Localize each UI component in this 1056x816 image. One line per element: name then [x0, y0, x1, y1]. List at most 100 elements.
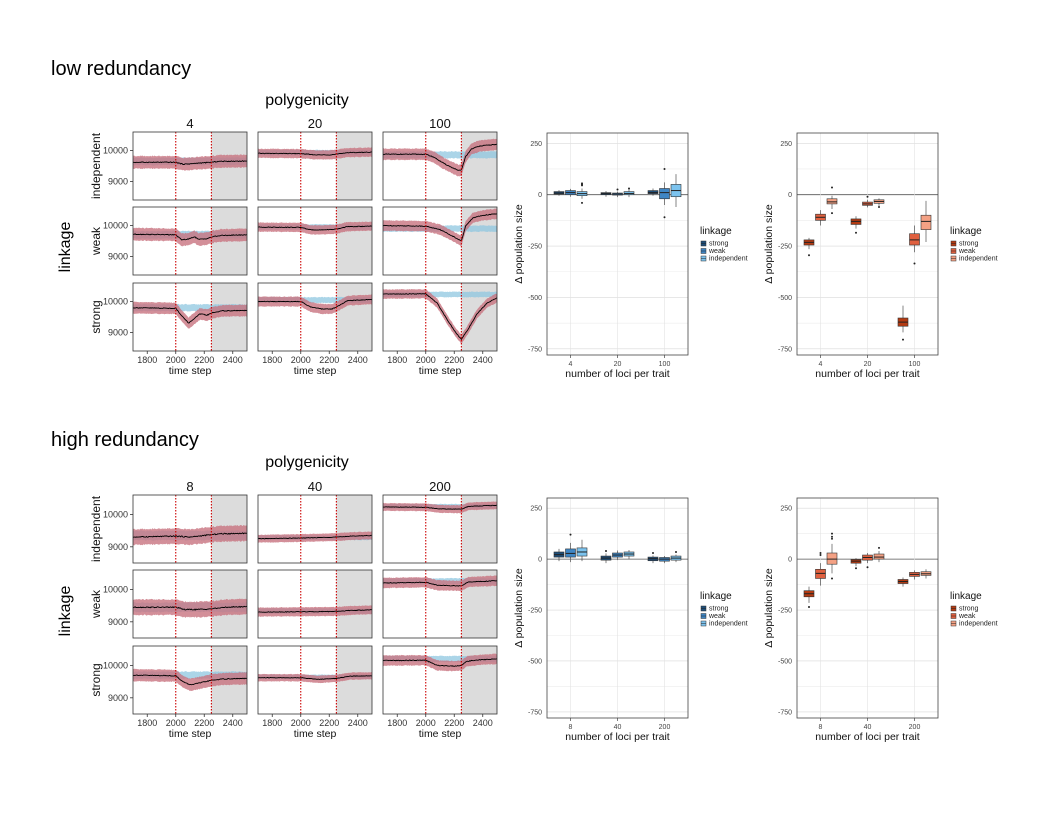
box-body — [815, 568, 826, 579]
box-100-weak — [659, 167, 670, 219]
facet-column-label: 100 — [429, 116, 451, 131]
box-20-strong — [600, 190, 612, 197]
outlier-point — [831, 535, 833, 538]
facet-panel: 1800 2000 2200 2400 time step — [257, 645, 373, 740]
outlier-point — [605, 549, 607, 552]
panel-frame — [257, 569, 373, 639]
facet-panel — [257, 569, 373, 639]
facet-column-label: 20 — [308, 116, 322, 131]
panel-frame — [132, 494, 248, 564]
facet-row-label: strong — [89, 663, 103, 696]
facet-grid-high: 8 40 200independentweakstrong9000100009000… — [89, 479, 498, 740]
y-tick-label: -250 — [778, 608, 792, 615]
panel-content — [133, 495, 247, 563]
box-200-strong — [897, 577, 909, 587]
ribbon-red — [133, 668, 247, 692]
panel-frame — [132, 645, 248, 715]
legend-item-label: weak — [708, 248, 726, 255]
panel-frame — [257, 131, 373, 201]
x-tick-label: 2200 — [319, 355, 339, 365]
y-tick-label: -750 — [778, 346, 792, 353]
y-tick-label: 10000 — [103, 584, 128, 594]
facet-header-low: polygenicity — [265, 92, 349, 109]
box-20-weak — [612, 188, 623, 198]
box-body — [826, 198, 838, 205]
y-axis-title: Δ population size — [513, 568, 525, 648]
legend-title: linkage — [950, 226, 982, 237]
box-40-strong — [850, 558, 862, 570]
outlier-point — [831, 537, 833, 540]
x-tick-label: 2200 — [444, 355, 464, 365]
outlier-point — [902, 338, 904, 341]
y-tick-label: 9000 — [108, 327, 128, 337]
post-shift-shading — [336, 570, 372, 638]
y-axis-title: Δ population size — [513, 204, 525, 284]
legend-item-label: weak — [958, 248, 976, 255]
post-shift-shading — [336, 495, 372, 563]
facet-panel: 9000 10000 — [103, 206, 248, 276]
y-tick-label: -250 — [528, 608, 542, 615]
post-shift-shading — [336, 207, 372, 275]
y-tick-label: 0 — [788, 557, 792, 564]
outlier-point — [616, 188, 619, 191]
x-tick-label: 1800 — [387, 355, 407, 365]
legend-item-label: weak — [958, 613, 976, 620]
box-8-strong — [553, 548, 565, 562]
x-axis-title: time step — [169, 728, 212, 740]
x-axis-title: time step — [419, 728, 462, 740]
outlier-point — [831, 577, 833, 580]
box-8-weak — [565, 533, 576, 563]
box-100-independent — [670, 174, 682, 207]
panel-content — [383, 495, 497, 563]
x-tick-label: 1800 — [387, 718, 407, 728]
facet-panel — [257, 131, 373, 201]
legend-item-label: strong — [709, 606, 729, 613]
panel-frame — [257, 494, 373, 564]
x-tick-label: 2000 — [166, 718, 186, 728]
mean-line — [258, 298, 372, 310]
y-tick-label: 0 — [788, 192, 792, 199]
panel-content — [383, 646, 497, 714]
panel-content — [133, 132, 247, 200]
mean-line — [383, 658, 497, 667]
panel-frame — [382, 206, 498, 276]
mean-line — [258, 225, 372, 231]
facet-panel: 1800 2000 2200 2400 time step — [382, 282, 498, 377]
post-shift-shading — [336, 283, 372, 351]
x-tick-label: 8 — [819, 724, 823, 731]
box-body — [826, 552, 838, 565]
x-tick-label: 8 — [569, 724, 573, 731]
panel-content — [258, 570, 372, 638]
ribbon-red — [383, 208, 497, 247]
panel-content — [383, 132, 497, 200]
x-tick-label: 40 — [614, 724, 622, 731]
ribbon-red — [383, 288, 497, 344]
x-axis-title: time step — [419, 365, 462, 377]
box-200-weak — [659, 556, 670, 564]
y-tick-label: -500 — [778, 295, 792, 302]
x-tick-label: 20 — [614, 361, 622, 368]
outlier-point — [831, 212, 833, 215]
y-tick-label: 0 — [538, 557, 542, 564]
y-tick-label: -500 — [778, 658, 792, 665]
panel-content — [133, 646, 247, 714]
ribbon-red — [383, 501, 497, 514]
facet-panel: 1800 2000 2200 2400 time step — [257, 282, 373, 377]
outlier-point — [866, 195, 869, 198]
x-axis-title: time step — [294, 728, 337, 740]
outlier-point — [808, 605, 810, 608]
panel-content — [133, 283, 247, 351]
mean-line — [133, 307, 247, 324]
outlier-point — [819, 552, 822, 554]
outlier-point — [675, 550, 677, 553]
box-8-strong — [803, 586, 815, 608]
y-tick-label: 250 — [530, 141, 542, 148]
x-axis-title: time step — [294, 365, 337, 377]
outlier-point — [663, 167, 666, 170]
y-tick-label: 9000 — [108, 542, 128, 552]
panel-frame — [382, 645, 498, 715]
x-tick-label: 2000 — [291, 355, 311, 365]
